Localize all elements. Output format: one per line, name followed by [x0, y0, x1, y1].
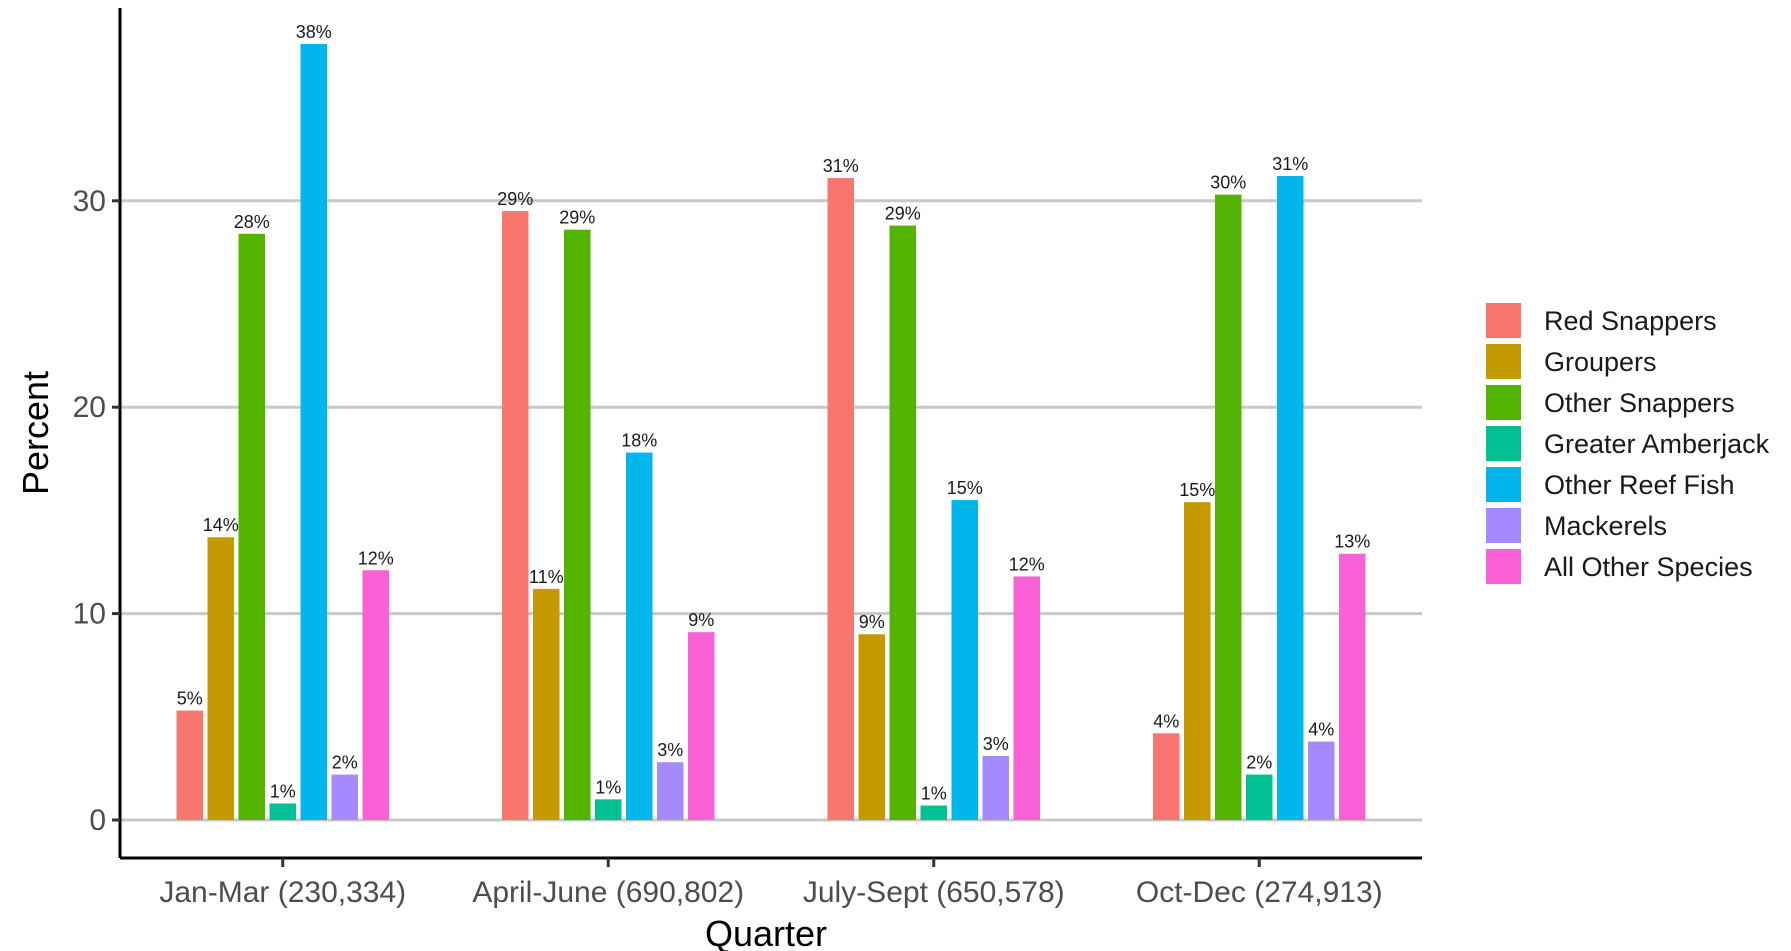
bar-1-1 — [533, 588, 560, 820]
bar-4-1 — [626, 452, 653, 820]
bar-3-2 — [920, 805, 947, 820]
legend-label: Greater Amberjack — [1544, 429, 1770, 459]
bar-6-2 — [1013, 576, 1040, 820]
bar-data-label: 2% — [1246, 753, 1272, 773]
bar-3-3 — [1246, 774, 1273, 820]
bar-5-3 — [1308, 741, 1335, 820]
bar-3-0 — [269, 803, 296, 820]
bar-4-3 — [1277, 176, 1304, 821]
bar-0-0 — [176, 710, 203, 820]
legend-label: Mackerels — [1544, 511, 1667, 541]
bar-1-2 — [858, 634, 885, 820]
legend-swatch — [1486, 508, 1521, 543]
x-tick-label: Jan-Mar (230,334) — [159, 876, 406, 909]
y-axis-ticks: 0 10 20 30 — [73, 185, 120, 837]
legend-label: Red Snappers — [1544, 306, 1717, 336]
bar-6-0 — [362, 570, 389, 820]
bar-data-label: 3% — [983, 734, 1009, 754]
bar-5-2 — [982, 756, 1009, 820]
bar-data-label: 29% — [559, 208, 595, 228]
y-axis-title: Percent — [15, 371, 56, 495]
bar-data-label: 1% — [595, 777, 621, 797]
bar-data-label: 2% — [332, 753, 358, 773]
bar-4-0 — [300, 43, 327, 821]
bar-4-2 — [951, 500, 978, 820]
bar-0-3 — [1153, 733, 1180, 820]
bar-data-label: 29% — [885, 204, 921, 224]
x-axis-ticks: Jan-Mar (230,334) April-June (690,802) Jul… — [159, 858, 1383, 909]
bar-data-label: 12% — [1009, 554, 1045, 574]
bar-data-label: 28% — [234, 212, 270, 232]
x-tick-label: April-June (690,802) — [472, 876, 744, 909]
bar-data-label: 13% — [1334, 532, 1370, 552]
bar-2-3 — [1215, 194, 1242, 820]
bar-5-1 — [657, 762, 684, 820]
bar-2-1 — [564, 229, 591, 821]
y-tick-label: 30 — [73, 185, 106, 218]
bar-data-label: 18% — [621, 431, 657, 451]
bar-5-0 — [331, 774, 358, 820]
bar-data-label: 5% — [177, 689, 203, 709]
bar-data-label: 15% — [1179, 480, 1215, 500]
legend-swatch — [1486, 303, 1521, 338]
bar-data-label: 30% — [1210, 173, 1246, 193]
bar-data-label: 31% — [823, 156, 859, 176]
data-labels-layer: 5% 14% 28% 1% 38% 2% 12% 29% 11% 29% 1% 18% 3% 9% 31% 9… — [177, 22, 1371, 804]
bar-data-label: 12% — [358, 548, 394, 568]
bar-data-label: 4% — [1308, 720, 1334, 740]
bar-2-2 — [889, 225, 916, 820]
x-tick-label: July-Sept (650,578) — [803, 876, 1065, 909]
bar-0-2 — [827, 178, 854, 820]
legend-swatch — [1486, 467, 1521, 502]
bar-6-1 — [688, 632, 715, 820]
bar-3-1 — [595, 799, 622, 820]
bar-data-label: 29% — [497, 189, 533, 209]
bar-data-label: 31% — [1272, 154, 1308, 174]
x-tick-label: Oct-Dec (274,913) — [1136, 876, 1383, 909]
bar-1-0 — [207, 537, 234, 820]
bar-data-label: 38% — [296, 22, 332, 42]
legend: Red Snappers Groupers Other Snappers Greate… — [1486, 303, 1770, 584]
x-axis-title: Quarter — [705, 913, 827, 951]
legend-label: All Other Species — [1544, 552, 1753, 582]
legend-label: Other Snappers — [1544, 388, 1735, 418]
legend-swatch — [1486, 549, 1521, 584]
bar-2-0 — [238, 233, 265, 821]
bar-data-label: 14% — [203, 515, 239, 535]
bar-data-label: 15% — [947, 478, 983, 498]
bar-6-3 — [1339, 553, 1366, 820]
legend-label: Other Reef Fish — [1544, 470, 1735, 500]
bar-1-3 — [1184, 502, 1211, 820]
bar-data-label: 1% — [270, 781, 296, 801]
bars-layer — [176, 43, 1366, 821]
legend-swatch — [1486, 426, 1521, 461]
bar-data-label: 1% — [921, 784, 947, 804]
bar-data-label: 3% — [657, 740, 683, 760]
legend-swatch — [1486, 385, 1521, 420]
bar-data-label: 11% — [529, 567, 564, 587]
legend-label: Groupers — [1544, 347, 1657, 377]
bar-data-label: 9% — [859, 612, 885, 632]
y-tick-label: 10 — [73, 598, 106, 631]
y-tick-label: 20 — [73, 391, 106, 424]
bar-data-label: 9% — [688, 610, 714, 630]
bar-data-label: 4% — [1153, 711, 1179, 731]
bar-0-1 — [502, 211, 529, 820]
legend-swatch — [1486, 344, 1521, 379]
y-tick-label: 0 — [89, 804, 106, 837]
